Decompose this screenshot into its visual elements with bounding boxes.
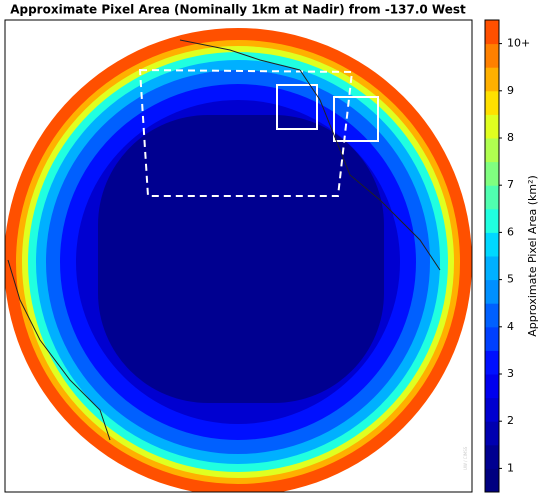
- colorbar-band: [485, 303, 499, 328]
- colorbar-band: [485, 279, 499, 304]
- colorbar-tick-label: 4: [507, 320, 514, 333]
- colorbar-frame: [484, 19, 500, 493]
- colorbar-band: [485, 397, 499, 422]
- colorbar-tick-label: 7: [507, 178, 514, 191]
- colorbar-band: [485, 185, 499, 210]
- colorbar-band: [485, 90, 499, 115]
- colorbar-band: [485, 67, 499, 92]
- colorbar-band: [485, 468, 499, 493]
- colorbar-tick-label: 9: [507, 84, 514, 97]
- colorbar-band: [485, 350, 499, 375]
- colorbar-band: [485, 374, 499, 399]
- colorbar-label: Approximate Pixel Area (km²): [526, 175, 539, 337]
- colorbar-tick-label: 10+: [507, 37, 530, 50]
- colorbar-band: [485, 161, 499, 186]
- colorbar-band: [485, 326, 499, 351]
- watermark: UW / CIMSS: [463, 446, 468, 470]
- map: UW / CIMSS: [5, 20, 472, 492]
- colorbar-tick-label: 5: [507, 273, 514, 286]
- colorbar-band: [485, 444, 499, 469]
- colorbar-band: [485, 421, 499, 446]
- colorbar-tick-label: 8: [507, 131, 514, 144]
- colorbar-band: [485, 256, 499, 281]
- colorbar-band: [485, 232, 499, 257]
- colorbar-band: [485, 114, 499, 139]
- colorbar-band: [485, 138, 499, 163]
- title: Approximate Pixel Area (Nominally 1km at…: [10, 3, 466, 17]
- colorbar-tick-label: 1: [507, 461, 514, 474]
- colorbar-band: [485, 20, 499, 45]
- colorbar-tick-label: 6: [507, 225, 514, 238]
- frame: [4, 19, 473, 493]
- colorbar-band: [485, 43, 499, 68]
- colorbar-band: [485, 208, 499, 233]
- colorbar: 1 2 3 4 5 6 7 8 9 10+: [484, 19, 530, 493]
- colorbar-tick-label: 2: [507, 414, 514, 427]
- colorbar-tick-label: 3: [507, 367, 514, 380]
